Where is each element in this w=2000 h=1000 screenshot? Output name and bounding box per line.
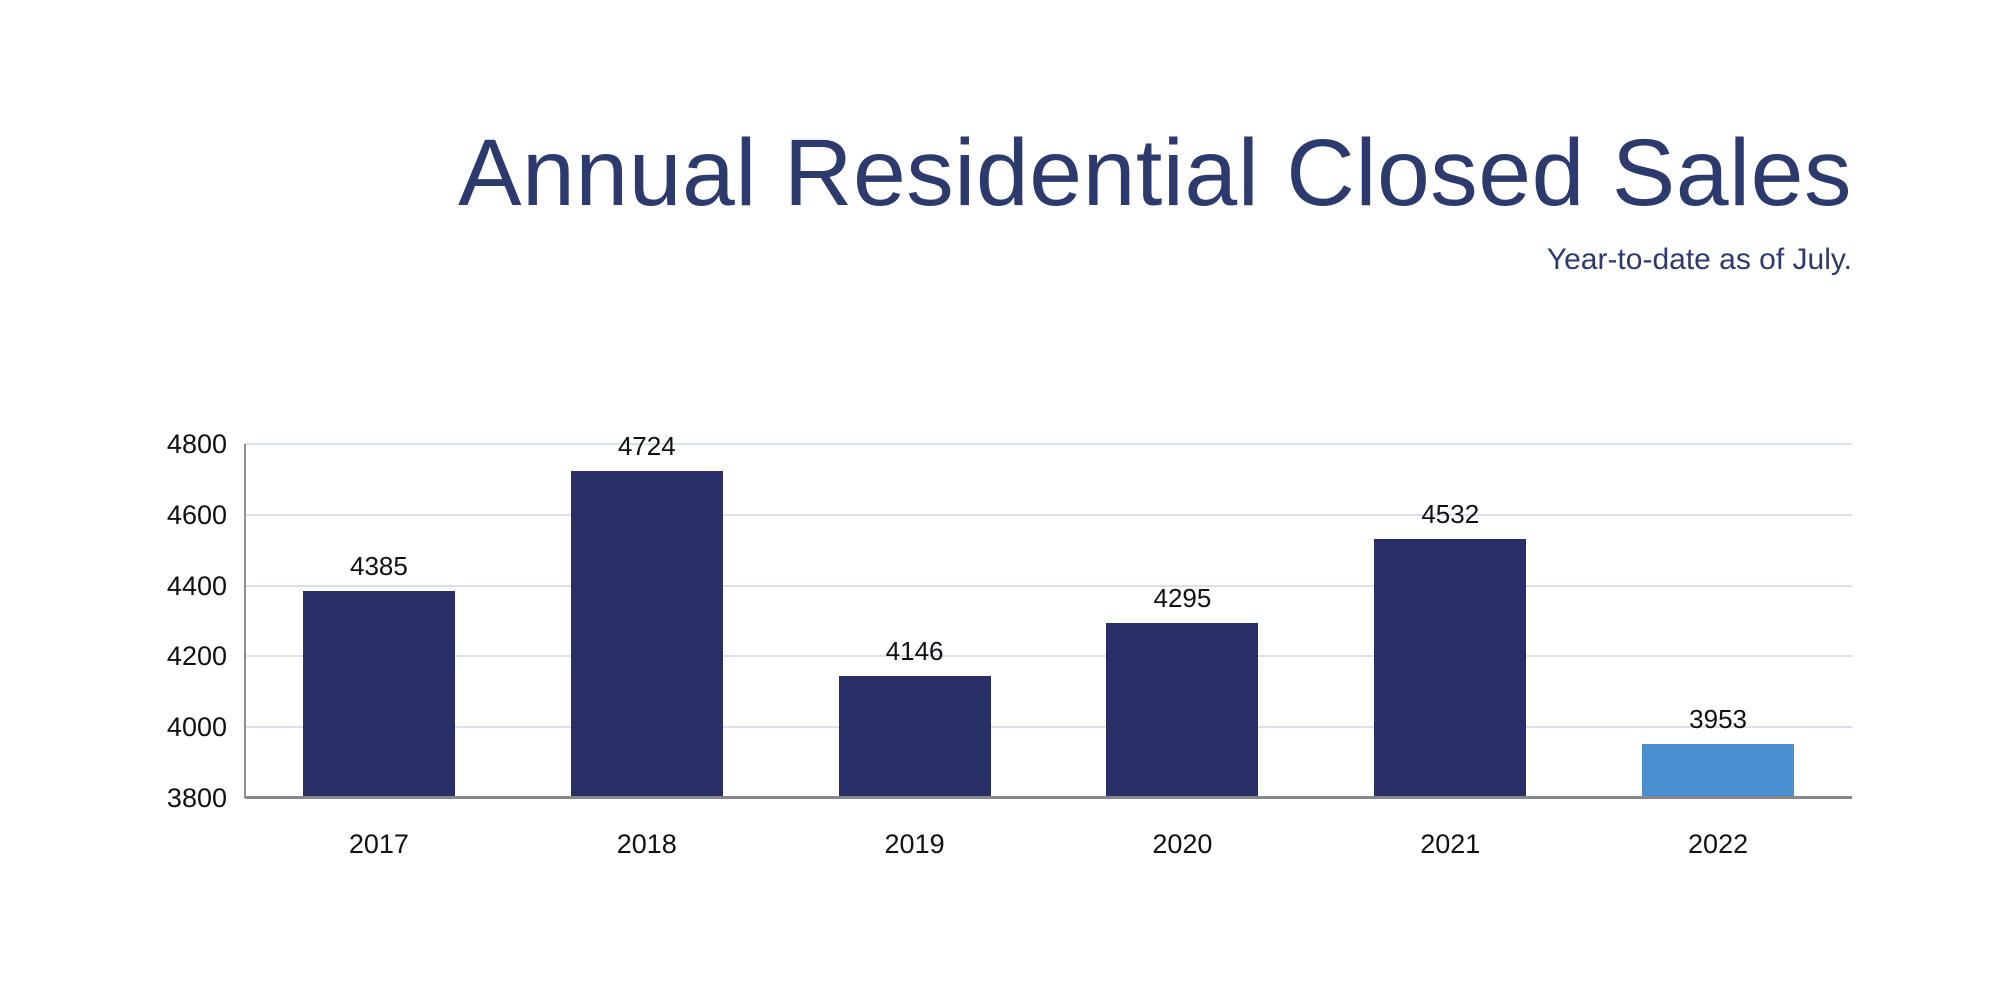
- bar-value-label-2018: 4724: [617, 430, 676, 461]
- y-tick-label-3800: 3800: [166, 783, 227, 813]
- bar-value-label-2020: 4295: [1153, 582, 1212, 613]
- y-tick-label-4800: 4800: [166, 429, 227, 459]
- x-tick-label-2017: 2017: [348, 829, 409, 859]
- x-tick-label-2019: 2019: [884, 829, 945, 859]
- x-tick-label-2022: 2022: [1688, 829, 1749, 859]
- y-tick-label-4600: 4600: [166, 499, 227, 530]
- y-tick-label-4200: 4200: [166, 641, 227, 672]
- bar-2017: [302, 590, 455, 798]
- x-tick-label-2018: 2018: [616, 829, 677, 859]
- y-tick-label-4400: 4400: [166, 570, 227, 601]
- plot-area: 3800 4000 4200 4400 4600 4800 4385 2017 4724 2018…: [167, 429, 1852, 859]
- bar-value-label-2019: 4146: [885, 635, 944, 666]
- bar-value-label-2022: 3953: [1689, 703, 1747, 734]
- y-tick-label-4000: 4000: [166, 712, 227, 743]
- y-axis-line: [244, 444, 246, 798]
- chart-title: Annual Residential Closed Sales: [458, 120, 1852, 226]
- chart-header: Annual Residential Closed Sales Year-to-…: [458, 126, 1852, 277]
- gridline-4200: [245, 655, 1852, 658]
- bar-2022: [1642, 743, 1795, 798]
- x-tick-label-2021: 2021: [1420, 829, 1481, 859]
- gridline-4600: [245, 513, 1852, 516]
- bar-2020: [1106, 622, 1259, 798]
- bar-2019: [838, 675, 991, 798]
- x-axis-baseline: [245, 796, 1852, 799]
- bar-2021: [1374, 538, 1527, 798]
- bar-value-label-2017: 4385: [349, 550, 408, 581]
- bar-value-label-2021: 4532: [1421, 498, 1480, 529]
- gridline-4400: [245, 584, 1852, 587]
- chart-subtitle: Year-to-date as of July.: [1546, 243, 1852, 276]
- bar-2018: [570, 470, 723, 798]
- gridline-4800: [245, 443, 1852, 445]
- gridline-4000: [245, 726, 1852, 729]
- x-tick-label-2020: 2020: [1152, 829, 1213, 859]
